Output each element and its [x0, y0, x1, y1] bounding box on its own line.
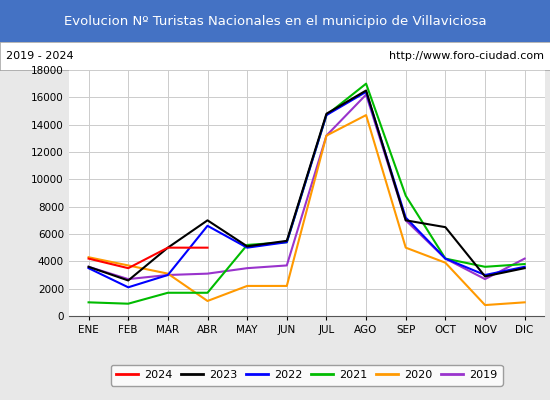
- Text: 2019 - 2024: 2019 - 2024: [6, 51, 73, 61]
- Legend: 2024, 2023, 2022, 2021, 2020, 2019: 2024, 2023, 2022, 2021, 2020, 2019: [111, 365, 503, 386]
- Text: http://www.foro-ciudad.com: http://www.foro-ciudad.com: [389, 51, 544, 61]
- Text: Evolucion Nº Turistas Nacionales en el municipio de Villaviciosa: Evolucion Nº Turistas Nacionales en el m…: [64, 14, 486, 28]
